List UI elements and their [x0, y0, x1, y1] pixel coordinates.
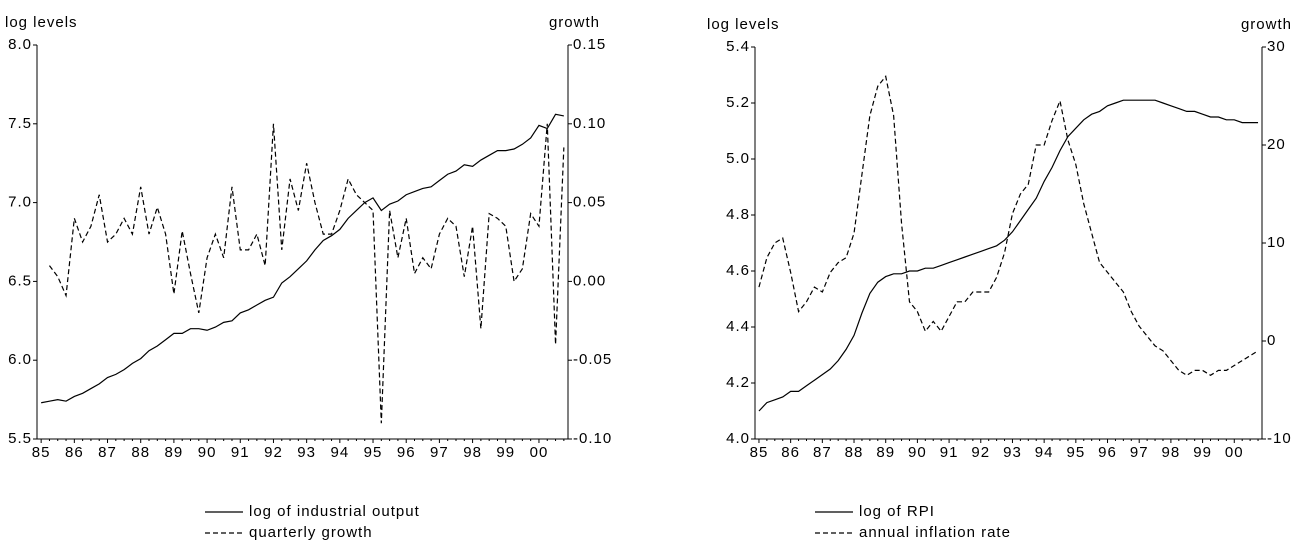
x-tick-label: 92	[264, 444, 283, 461]
x-tick-label: 85	[750, 444, 769, 461]
y2-tick-label: 0.10	[573, 115, 606, 132]
y2-tick-label: -0.05	[573, 351, 612, 368]
x-tick-label: 88	[131, 444, 150, 461]
y-tick-label: 5.4	[726, 38, 750, 55]
x-tick-label: 97	[430, 444, 449, 461]
legend-label: log of RPI	[859, 503, 935, 520]
y-axis-label: log levels	[5, 14, 78, 31]
y2-tick-label: -0.10	[573, 430, 612, 447]
y-tick-label: 4.0	[726, 430, 750, 447]
y2-tick-label: -10	[1267, 430, 1292, 447]
y-tick-label: 4.8	[726, 206, 750, 223]
x-tick-label: 85	[32, 444, 51, 461]
y2-tick-label: 0.00	[573, 272, 606, 289]
x-tick-label: 86	[65, 444, 84, 461]
y-tick-label: 7.5	[8, 115, 32, 132]
x-tick-label: 86	[781, 444, 800, 461]
y-tick-label: 6.0	[8, 351, 32, 368]
y2-tick-label: 20	[1267, 136, 1286, 153]
y2-tick-label: 0.15	[573, 36, 606, 53]
x-tick-label: 91	[940, 444, 959, 461]
x-tick-label: 93	[297, 444, 316, 461]
x-tick-label: 92	[971, 444, 990, 461]
y2-axis-label: growth	[549, 14, 600, 31]
x-tick-label: 00	[530, 444, 549, 461]
x-tick-label: 90	[198, 444, 217, 461]
y-tick-label: 8.0	[8, 36, 32, 53]
y2-tick-label: 30	[1267, 38, 1286, 55]
x-tick-label: 89	[876, 444, 895, 461]
y-tick-label: 4.6	[726, 262, 750, 279]
y2-axis-label: growth	[1241, 16, 1292, 33]
series-line	[758, 75, 1259, 377]
y-axis-label: log levels	[707, 16, 780, 33]
x-tick-label: 96	[1098, 444, 1117, 461]
x-tick-label: 98	[1162, 444, 1181, 461]
y2-tick-label: 0	[1267, 332, 1276, 349]
x-tick-label: 98	[463, 444, 482, 461]
legend-label: log of industrial output	[249, 503, 420, 520]
series-line	[48, 123, 565, 424]
x-tick-label: 87	[813, 444, 832, 461]
y-tick-label: 4.4	[726, 318, 750, 335]
x-tick-label: 99	[1193, 444, 1212, 461]
x-tick-label: 91	[231, 444, 250, 461]
y-tick-label: 7.0	[8, 194, 32, 211]
legend-label: quarterly growth	[249, 524, 373, 541]
x-tick-label: 97	[1130, 444, 1149, 461]
legend-label: annual inflation rate	[859, 524, 1011, 541]
series-line	[758, 99, 1259, 412]
x-tick-label: 96	[397, 444, 416, 461]
x-tick-label: 93	[1003, 444, 1022, 461]
x-tick-label: 90	[908, 444, 927, 461]
y-tick-label: 4.2	[726, 374, 750, 391]
x-tick-label: 00	[1225, 444, 1244, 461]
y2-tick-label: 0.05	[573, 194, 606, 211]
x-tick-label: 95	[364, 444, 383, 461]
x-tick-label: 99	[496, 444, 515, 461]
x-tick-label: 87	[98, 444, 117, 461]
x-tick-label: 88	[845, 444, 864, 461]
y-tick-label: 5.2	[726, 94, 750, 111]
x-tick-label: 95	[1066, 444, 1085, 461]
x-tick-label: 94	[1035, 444, 1054, 461]
y-tick-label: 5.0	[726, 150, 750, 167]
y-tick-label: 5.5	[8, 430, 32, 447]
x-tick-label: 94	[330, 444, 349, 461]
x-tick-label: 89	[165, 444, 184, 461]
series-line	[41, 113, 564, 404]
y-tick-label: 6.5	[8, 272, 32, 289]
y2-tick-label: 10	[1267, 234, 1286, 251]
